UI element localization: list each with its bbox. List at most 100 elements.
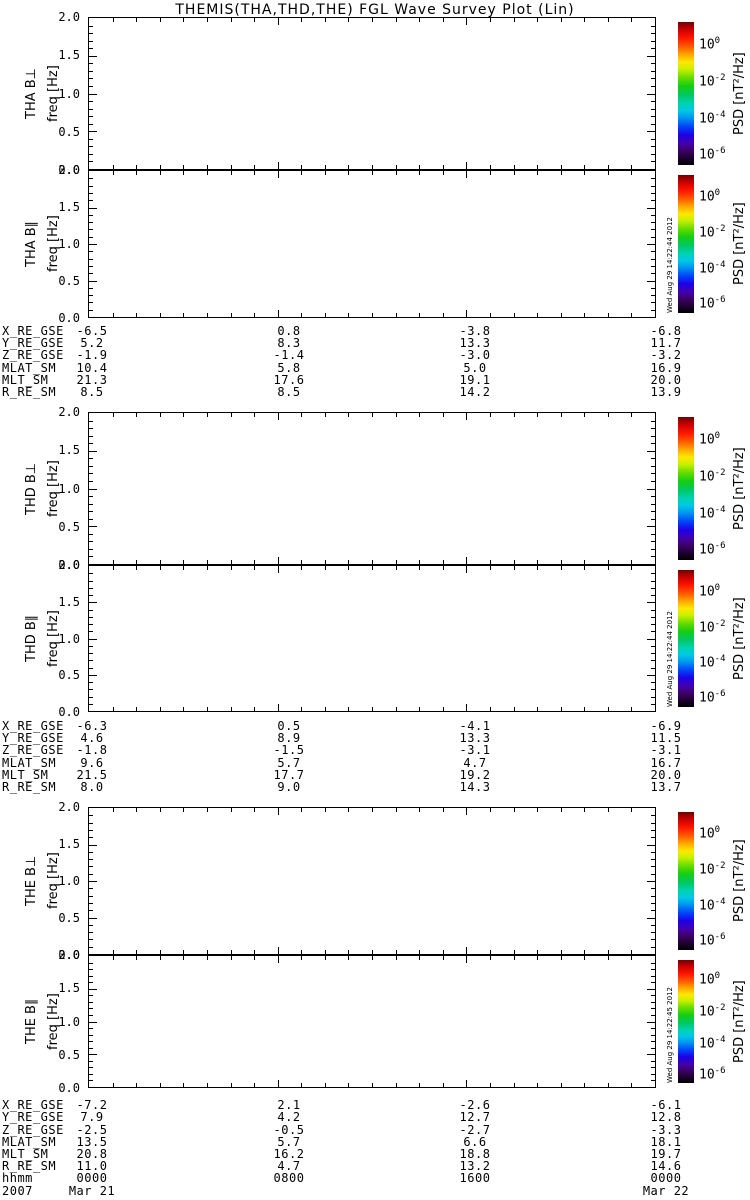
tick-mark [325,165,326,169]
tick-mark [89,458,93,459]
tick-mark [89,178,93,179]
tick-mark [89,704,93,705]
tick-mark [183,313,184,317]
ephemeris-row-label: X_RE_GSE [2,1098,64,1112]
psd-axis-label: PSD [nT²/Hz] [732,980,747,1063]
tick-mark [183,18,184,22]
ephemeris-row: MLT_SM 21.3 17.6 19.1 20.0 [0,373,750,387]
tick-mark [89,71,93,72]
tick-mark [89,989,97,990]
ephemeris-value: 10.4 [76,361,108,375]
tick-mark [466,566,467,573]
psd-colorbar [678,417,694,560]
tick-mark [136,413,137,417]
tick-mark [89,1028,93,1029]
tick-mark [89,1008,93,1009]
tick-mark [325,171,326,175]
tick-mark [651,1008,655,1009]
tick-mark [89,41,93,42]
tick-mark [537,808,538,812]
tick-mark [651,251,655,252]
tick-mark [651,610,655,611]
psd-tick-exp: -6 [714,541,726,552]
spectrogram-plot-area [88,412,656,565]
freq-tick-label: 0.5 [58,911,80,925]
ephemeris-row-label: Z_RE_GSE [2,743,64,757]
tick-mark [443,808,444,812]
freq-tick-label: 0.5 [58,519,80,534]
psd-axis-label: PSD [nT²/Hz] [732,52,747,135]
tick-mark [651,595,655,596]
tick-mark [89,436,93,437]
ephemeris-row-label: MLAT_SM [2,361,57,375]
tick-mark [89,48,93,49]
tick-mark [372,1083,373,1087]
tick-mark [419,18,420,22]
tick-mark [651,436,655,437]
tick-mark [651,458,655,459]
tick-mark [443,165,444,169]
tick-mark [396,566,397,570]
tick-mark [372,313,373,317]
tick-mark [651,963,655,964]
tick-mark [89,610,93,611]
tick-mark [136,560,137,564]
tick-mark [490,808,491,812]
ephemeris-value: -3.1 [459,743,491,757]
tick-mark [207,950,208,954]
tick-mark [89,823,93,824]
tick-mark [301,808,302,812]
tick-mark [301,165,302,169]
tick-mark [160,808,161,812]
tick-mark [651,910,655,911]
ephemeris-value: 11.5 [650,731,682,745]
tick-mark [278,310,279,317]
tick-mark [89,146,93,147]
psd-axis-label: PSD [nT²/Hz] [732,597,747,680]
tick-mark [89,56,97,57]
tick-mark [651,222,655,223]
ephemeris-row: Y_RE_GSE 5.2 8.3 13.3 11.7 [0,336,750,350]
tick-mark [136,1083,137,1087]
ephemeris-row-label: MLT_SM [2,1147,49,1161]
tick-mark [325,566,326,570]
ephemeris-row-label: X_RE_GSE [2,324,64,338]
tick-mark [647,881,655,882]
tick-mark [608,165,609,169]
panel-row-thd-bperp: THD B⊥ freq [Hz] 2.0 1.5 1.0 0.5 0.0 100… [0,406,750,571]
tick-mark [89,266,93,267]
tick-mark [160,956,161,960]
tick-mark [89,639,97,640]
tick-mark [348,950,349,954]
tick-mark [514,808,515,812]
ephemeris-value: 14.6 [650,1159,682,1173]
tick-mark [419,413,420,417]
tick-mark [537,413,538,417]
psd-tick-base: 10 [699,147,715,163]
tick-mark [647,281,655,282]
tick-mark [651,925,655,926]
tick-mark [651,534,655,535]
tick-mark [325,956,326,960]
tick-mark [89,845,97,846]
tick-mark [207,171,208,175]
ephemeris-value: 19.1 [459,373,491,387]
psd-tick-exp: -6 [714,146,726,157]
ephemeris-value: -7.2 [76,1098,108,1112]
tick-mark [89,101,93,102]
tick-mark [651,41,655,42]
psd-tick-label: 10-6 [699,144,726,162]
tick-mark [278,566,279,573]
psd-tick-label: 10-4 [699,108,726,126]
ephemeris-value: 5.0 [463,361,487,375]
tick-mark [254,950,255,954]
tick-mark [651,653,655,654]
tick-mark [301,413,302,417]
tick-mark [490,956,491,960]
tick-mark [207,413,208,417]
tick-mark [160,566,161,570]
tick-mark [254,956,255,960]
ephemeris-value: -1.9 [76,348,108,362]
tick-mark [651,101,655,102]
tick-mark [537,560,538,564]
